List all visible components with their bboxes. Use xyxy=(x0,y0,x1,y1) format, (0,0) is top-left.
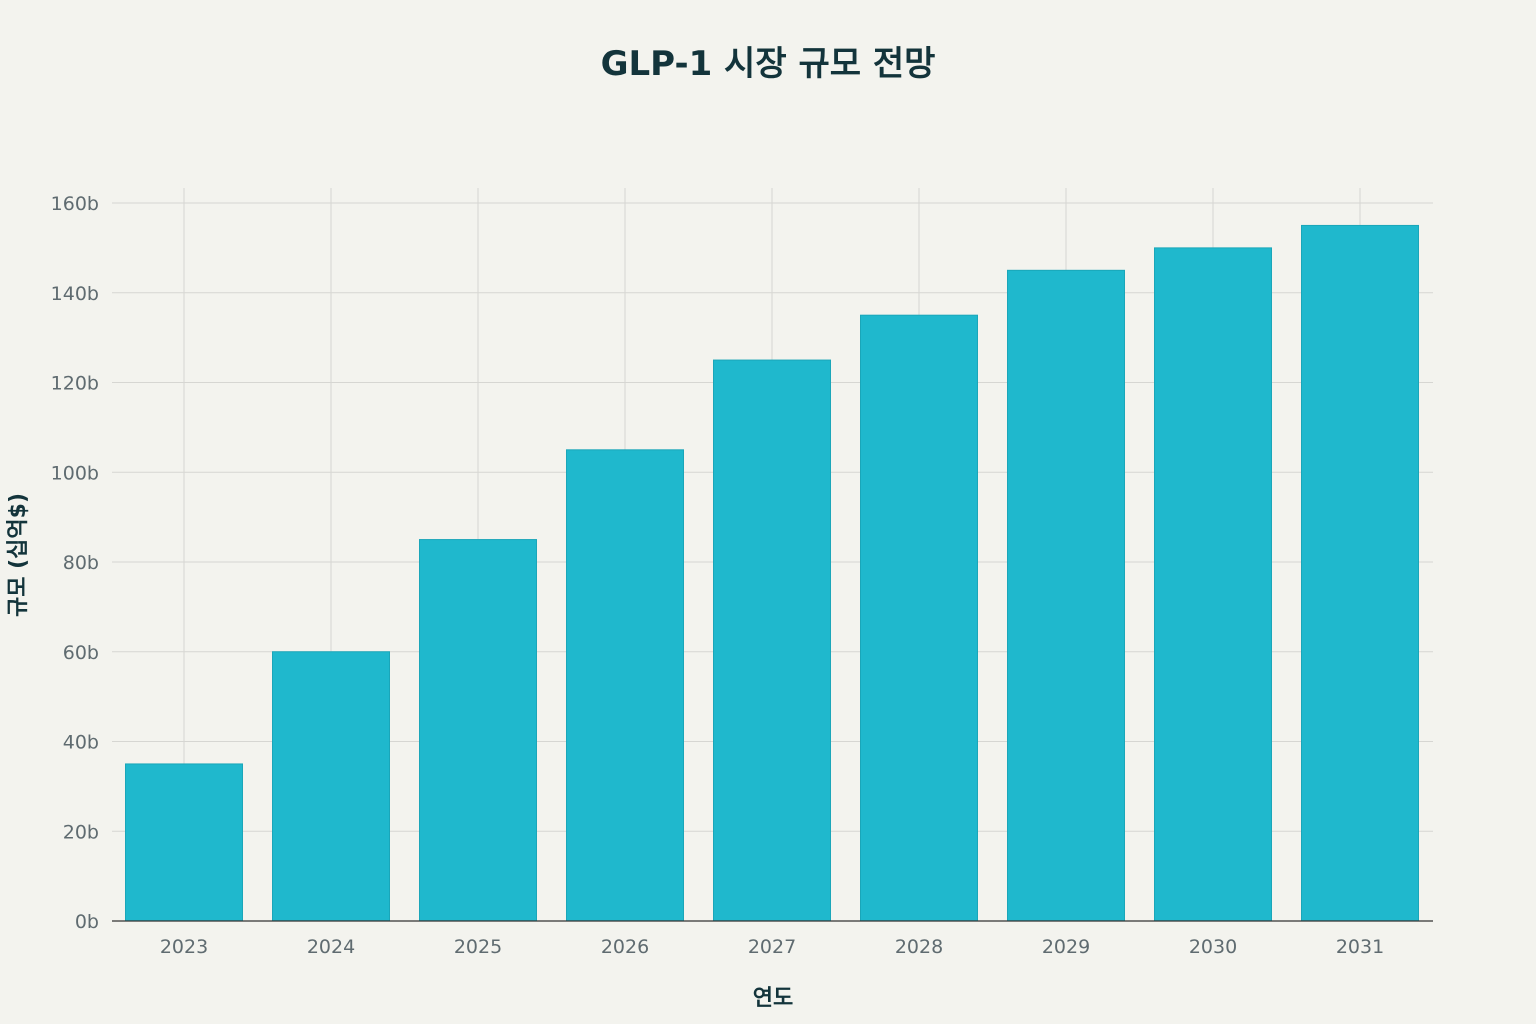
x-tick-label: 2030 xyxy=(1189,936,1237,958)
y-axis-title: 규모 (십억$) xyxy=(6,493,31,617)
x-tick-label: 2024 xyxy=(307,936,355,958)
y-tick-label: 80b xyxy=(63,552,99,574)
x-tick-label: 2027 xyxy=(748,936,796,958)
bar-2023 xyxy=(125,763,243,922)
y-tick-labels: 0b 20b 40b 60b 80b 100b 120b 140b 160b xyxy=(51,193,99,933)
x-tick-label: 2029 xyxy=(1042,936,1090,958)
y-tick-label: 60b xyxy=(63,642,99,664)
bars xyxy=(125,224,1419,922)
bar-2026 xyxy=(566,449,684,922)
y-tick-label: 40b xyxy=(63,732,99,754)
bar-2025 xyxy=(419,539,537,922)
bar-2030 xyxy=(1154,247,1272,922)
y-tick-label: 120b xyxy=(51,373,99,395)
y-tick-label: 140b xyxy=(51,283,99,305)
bar-2029 xyxy=(1007,269,1125,922)
bar-2024 xyxy=(272,651,390,922)
x-tick-label: 2023 xyxy=(160,936,208,958)
x-tick-label: 2026 xyxy=(601,936,649,958)
x-tick-label: 2031 xyxy=(1336,936,1384,958)
x-tick-labels: 2023 2024 2025 2026 2027 2028 2029 2030 2031 xyxy=(160,936,1384,958)
bar-2028 xyxy=(860,314,978,922)
x-tick-label: 2028 xyxy=(895,936,943,958)
y-tick-label: 100b xyxy=(51,462,99,484)
y-tick-label: 20b xyxy=(63,821,99,843)
bar-2027 xyxy=(713,359,831,922)
chart-title: GLP-1 시장 규모 전망 xyxy=(601,44,936,84)
bar-2031 xyxy=(1301,224,1419,922)
x-tick-label: 2025 xyxy=(454,936,502,958)
x-axis-title: 연도 xyxy=(753,986,793,1011)
y-tick-label: 0b xyxy=(75,911,99,933)
y-tick-label: 160b xyxy=(51,193,99,215)
